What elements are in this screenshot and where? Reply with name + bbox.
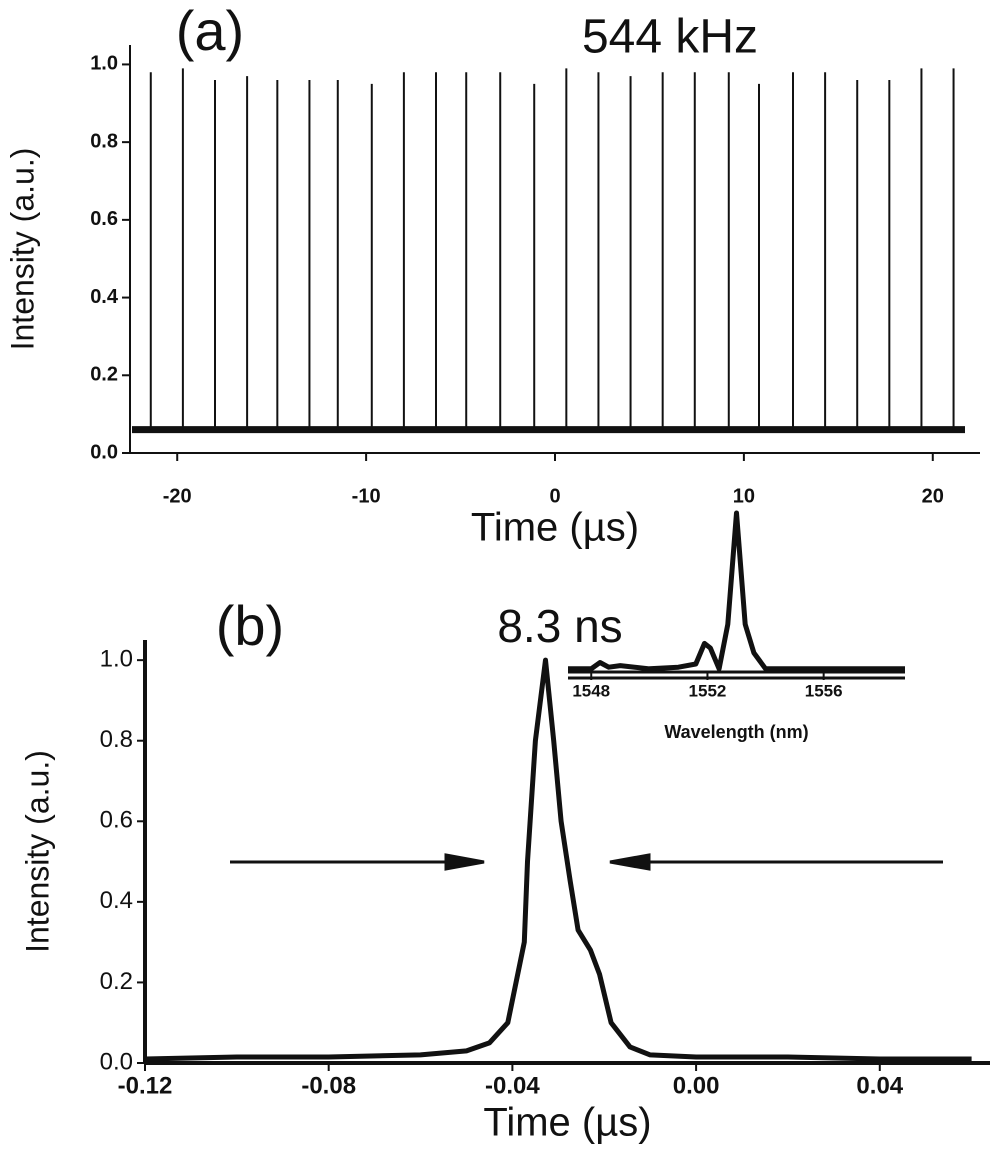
panel-label: (b) xyxy=(216,594,284,657)
x-tick-label: 1556 xyxy=(805,681,843,700)
data-line xyxy=(144,657,972,1062)
x-tick-label: 1552 xyxy=(689,681,727,700)
y-tick-label: 0.4 xyxy=(100,887,133,914)
y-axis-label: Intensity (a.u.) xyxy=(19,750,55,953)
x-tick-label: 0.04 xyxy=(856,1072,903,1099)
x-tick-label: 1548 xyxy=(572,681,610,700)
data-line xyxy=(568,510,905,672)
y-tick-label: 0.2 xyxy=(100,968,133,995)
y-axis-label: Intensity (a.u.) xyxy=(4,148,40,351)
x-tick-label: -0.12 xyxy=(118,1072,173,1099)
arrow-head xyxy=(609,853,651,871)
x-tick-label: 0 xyxy=(549,485,560,507)
x-tick-label: -20 xyxy=(163,485,192,507)
x-tick-label: -0.04 xyxy=(485,1072,540,1099)
y-tick-label: 1.0 xyxy=(100,645,133,672)
y-tick-label: 0.0 xyxy=(100,1048,133,1075)
y-tick-label: 0.8 xyxy=(90,130,118,152)
y-tick-label: 0.6 xyxy=(100,807,133,834)
y-tick-label: 0.4 xyxy=(90,286,119,308)
y-tick-label: 0.2 xyxy=(90,364,118,386)
x-tick-label: -10 xyxy=(352,485,381,507)
x-tick-label: 20 xyxy=(922,485,944,507)
x-tick-label: 10 xyxy=(733,485,755,507)
y-tick-label: 0.6 xyxy=(90,208,118,230)
fwhm-arrows xyxy=(230,853,943,871)
y-tick-label: 0.8 xyxy=(100,726,133,753)
y-tick-label: 1.0 xyxy=(90,53,118,75)
x-tick-label: -0.08 xyxy=(301,1072,356,1099)
panel-label: (a) xyxy=(176,0,244,62)
y-tick-label: 0.0 xyxy=(90,441,118,463)
x-tick-label: 0.00 xyxy=(673,1072,720,1099)
x-axis-label: Time (µs) xyxy=(483,1101,651,1145)
x-axis-label: Wavelength (nm) xyxy=(664,722,808,742)
x-axis-label: Time (µs) xyxy=(471,506,639,550)
arrow-head xyxy=(444,853,485,871)
annotation: 544 kHz xyxy=(582,11,758,64)
annotation: 8.3 ns xyxy=(497,600,622,652)
